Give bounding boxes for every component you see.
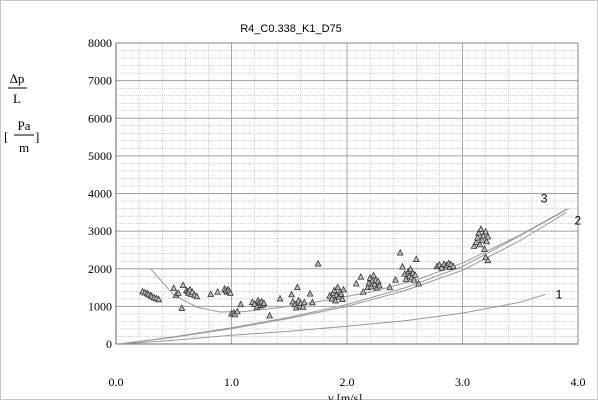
y-unit-numerator: Pa <box>18 118 31 133</box>
data-point <box>370 271 378 279</box>
y-tick-label: 7000 <box>88 74 112 88</box>
data-point <box>438 263 446 271</box>
data-point <box>449 262 457 270</box>
data-point <box>407 265 414 273</box>
data-point <box>338 295 346 302</box>
data-point <box>398 262 406 270</box>
x-tick-label: 3.0 <box>455 375 470 389</box>
x-tick-label: 0.0 <box>109 375 124 389</box>
model-curves: 1 2 3 <box>121 192 581 345</box>
chart-title: R4_C0.338_K1_D75 <box>240 23 342 35</box>
data-point <box>170 284 178 291</box>
data-point <box>415 279 423 287</box>
data-point <box>392 275 399 283</box>
data-point <box>214 288 222 295</box>
data-point <box>260 299 268 306</box>
data-point <box>308 298 316 306</box>
y-label-numerator: Δp <box>10 71 25 86</box>
data-point <box>337 290 345 297</box>
data-point <box>484 256 492 264</box>
y-tick-label: 2000 <box>88 262 112 276</box>
data-point <box>476 240 484 248</box>
data-point <box>300 298 308 306</box>
y-tick-label: 0 <box>106 337 112 351</box>
data-point <box>331 296 339 304</box>
data-point <box>472 238 480 246</box>
data-point <box>479 231 487 239</box>
data-point <box>155 295 163 303</box>
data-point <box>226 289 234 296</box>
y-tick-label: 8000 <box>88 36 112 50</box>
data-point <box>237 300 245 308</box>
y-label-denominator: L <box>13 91 21 106</box>
data-point <box>340 285 347 293</box>
y-unit-close-bracket: ] <box>35 129 39 144</box>
grid <box>115 42 579 345</box>
data-point <box>328 294 336 302</box>
data-point <box>482 227 490 235</box>
data-point <box>276 294 284 302</box>
data-point <box>359 288 367 295</box>
data-point <box>410 275 418 283</box>
y-axis-label: Δp L [ Pa m ] <box>4 71 39 155</box>
data-point <box>411 271 419 278</box>
data-point <box>357 272 365 280</box>
data-point <box>480 245 488 252</box>
curve-line <box>121 211 567 345</box>
x-tick-label: 2.0 <box>340 375 355 389</box>
curve-label: 1 <box>556 287 563 301</box>
data-point <box>306 289 314 297</box>
curve-line <box>121 293 546 345</box>
data-point <box>352 279 360 287</box>
data-point <box>484 232 492 240</box>
data-point <box>334 283 342 291</box>
x-axis-label: v [m/s] <box>328 391 362 400</box>
curve-label: 3 <box>541 192 548 206</box>
y-unit-open-bracket: [ <box>4 129 8 144</box>
data-point <box>233 307 241 315</box>
plot-border <box>115 42 579 345</box>
data-point <box>412 255 420 262</box>
data-point <box>474 233 481 241</box>
curve-label: 2 <box>574 213 581 227</box>
data-point <box>475 228 483 236</box>
tick-labels: 0 1000 2000 3000 4000 5000 6000 7000 8000 0.0 1.0 2… <box>88 36 586 389</box>
data-point <box>178 304 186 311</box>
data-point <box>314 259 322 267</box>
data-point <box>375 281 383 289</box>
data-point <box>299 303 307 310</box>
data-point <box>470 242 478 249</box>
y-tick-label: 3000 <box>88 224 112 238</box>
y-unit-denominator: m <box>19 140 29 155</box>
y-tick-label: 5000 <box>88 149 112 163</box>
data-point <box>386 283 394 291</box>
data-point <box>179 281 187 288</box>
data-point <box>288 290 296 298</box>
x-tick-label: 4.0 <box>571 375 586 389</box>
data-point <box>478 236 486 243</box>
data-point <box>207 290 215 297</box>
data-point <box>483 237 491 245</box>
data-point <box>174 289 182 296</box>
y-tick-label: 6000 <box>88 111 112 125</box>
x-tick-label: 1.0 <box>224 375 239 389</box>
y-tick-label: 1000 <box>88 299 112 313</box>
data-point <box>477 225 485 232</box>
data-point <box>266 311 274 319</box>
data-point <box>396 248 404 256</box>
curve-line <box>121 208 570 345</box>
data-points <box>139 225 492 319</box>
y-tick-label: 4000 <box>88 187 112 201</box>
data-point <box>193 292 201 300</box>
data-point <box>293 283 301 291</box>
